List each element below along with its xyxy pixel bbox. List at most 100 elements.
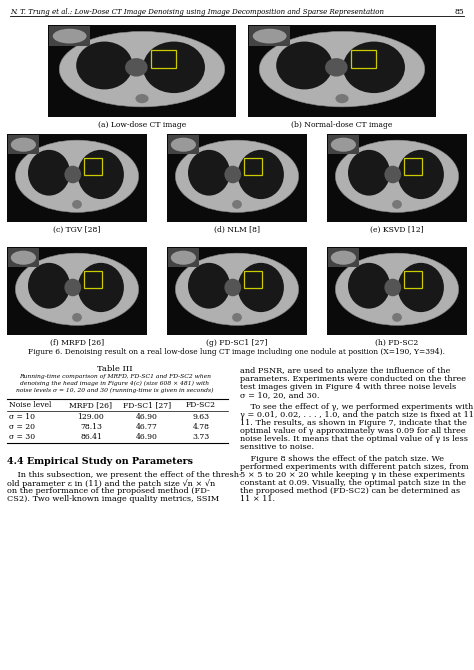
Ellipse shape	[392, 200, 402, 209]
Ellipse shape	[171, 137, 196, 151]
Ellipse shape	[72, 200, 82, 209]
Text: 11 × 11.: 11 × 11.	[240, 495, 275, 503]
Text: (b) Normal-dose CT image: (b) Normal-dose CT image	[292, 121, 392, 129]
Text: σ = 30: σ = 30	[9, 433, 35, 441]
Ellipse shape	[331, 137, 356, 151]
Bar	[84, 157, 102, 176]
Ellipse shape	[72, 313, 82, 322]
Ellipse shape	[171, 251, 196, 265]
Bar	[168, 248, 199, 267]
Bar	[404, 157, 422, 176]
Bar	[167, 134, 307, 222]
Text: (d) NLM [8]: (d) NLM [8]	[214, 226, 260, 234]
Text: 46.90: 46.90	[136, 413, 158, 421]
Text: 4.4 Empirical Study on Parameters: 4.4 Empirical Study on Parameters	[7, 457, 193, 466]
Bar	[248, 25, 436, 117]
Ellipse shape	[348, 150, 390, 196]
Bar	[327, 134, 467, 222]
Ellipse shape	[384, 165, 401, 184]
Ellipse shape	[15, 140, 138, 212]
Ellipse shape	[64, 165, 81, 184]
Ellipse shape	[28, 263, 70, 309]
Text: 11. The results, as shown in Figure 7, indicate that the: 11. The results, as shown in Figure 7, i…	[240, 419, 467, 427]
Ellipse shape	[392, 313, 402, 322]
Text: In this subsection, we present the effect of the thresh-: In this subsection, we present the effec…	[7, 471, 242, 479]
Ellipse shape	[336, 94, 348, 103]
Ellipse shape	[237, 263, 284, 312]
Ellipse shape	[11, 137, 36, 151]
Ellipse shape	[331, 251, 356, 265]
Text: 5 × 5 to 20 × 20 while keeping γ in these experiments: 5 × 5 to 20 × 20 while keeping γ in thes…	[240, 471, 465, 479]
Text: 85: 85	[454, 8, 464, 16]
Ellipse shape	[237, 150, 284, 199]
Text: Running-time comparison of MRFD, FD-SC1 and FD-SC2 when: Running-time comparison of MRFD, FD-SC1 …	[19, 374, 211, 379]
Text: 86.41: 86.41	[80, 433, 102, 441]
Ellipse shape	[398, 150, 444, 199]
Text: (h) FD-SC2: (h) FD-SC2	[375, 339, 419, 347]
Ellipse shape	[64, 279, 81, 296]
Text: on the performance of the proposed method (FD-: on the performance of the proposed metho…	[7, 487, 210, 495]
Text: 3.73: 3.73	[192, 433, 210, 441]
Text: 78.13: 78.13	[80, 423, 102, 431]
Bar	[84, 271, 102, 288]
Ellipse shape	[76, 42, 133, 89]
Bar	[8, 248, 39, 267]
Ellipse shape	[232, 200, 242, 209]
Ellipse shape	[188, 263, 230, 309]
Text: γ = 0.01, 0.02, . . . , 1.0, and the patch size is fixed at 11 ×: γ = 0.01, 0.02, . . . , 1.0, and the pat…	[240, 411, 474, 419]
Ellipse shape	[398, 263, 444, 312]
Text: 9.63: 9.63	[192, 413, 210, 421]
Ellipse shape	[11, 251, 36, 265]
Ellipse shape	[136, 94, 148, 103]
Ellipse shape	[259, 31, 425, 107]
Ellipse shape	[78, 263, 124, 312]
Ellipse shape	[15, 253, 138, 326]
Ellipse shape	[224, 165, 241, 184]
Bar	[49, 26, 91, 46]
Text: (e) KSVD [12]: (e) KSVD [12]	[370, 226, 424, 234]
Text: Table III: Table III	[97, 365, 133, 373]
Text: test images given in Figure 4 with three noise levels: test images given in Figure 4 with three…	[240, 383, 456, 391]
Text: To see the effect of γ, we performed experiments with: To see the effect of γ, we performed exp…	[240, 403, 473, 411]
Ellipse shape	[78, 150, 124, 199]
Ellipse shape	[325, 58, 347, 76]
Bar	[351, 50, 376, 68]
Bar	[167, 247, 307, 335]
Ellipse shape	[276, 42, 333, 89]
Bar	[8, 135, 39, 154]
Text: Figure 6. Denoising result on a real low-dose lung CT image including one nodule: Figure 6. Denoising result on a real low…	[28, 348, 446, 356]
Ellipse shape	[232, 313, 242, 322]
Text: N. T. Trung et al.: Low-Dose CT Image Denoising using Image Decomposition and Sp: N. T. Trung et al.: Low-Dose CT Image De…	[10, 8, 384, 16]
Ellipse shape	[28, 150, 70, 196]
Text: MRFD [26]: MRFD [26]	[70, 401, 112, 409]
Text: parameters. Experiments were conducted on the three: parameters. Experiments were conducted o…	[240, 375, 466, 383]
Text: 4.78: 4.78	[192, 423, 210, 431]
Text: optimal value of γ approximately was 0.09 for all three: optimal value of γ approximately was 0.0…	[240, 427, 465, 435]
Ellipse shape	[336, 253, 459, 326]
Bar	[244, 157, 262, 176]
Text: (a) Low-dose CT image: (a) Low-dose CT image	[98, 121, 186, 129]
Bar	[244, 271, 262, 288]
Text: FD-SC2: FD-SC2	[186, 401, 216, 409]
Text: CS2). Two well-known image quality metrics, SSIM: CS2). Two well-known image quality metri…	[7, 495, 219, 503]
Bar	[249, 26, 291, 46]
Bar	[151, 50, 176, 68]
Text: (c) TGV [28]: (c) TGV [28]	[53, 226, 100, 234]
Text: 46.77: 46.77	[136, 423, 158, 431]
Text: σ = 10, 20, and 30.: σ = 10, 20, and 30.	[240, 391, 319, 399]
Ellipse shape	[175, 140, 299, 212]
Bar	[328, 248, 359, 267]
Ellipse shape	[253, 29, 287, 44]
Text: FD-SC1 [27]: FD-SC1 [27]	[123, 401, 171, 409]
Text: (f) MRFD [26]: (f) MRFD [26]	[50, 339, 104, 347]
Ellipse shape	[188, 150, 230, 196]
Bar	[404, 271, 422, 288]
Text: 129.00: 129.00	[78, 413, 104, 421]
Ellipse shape	[125, 58, 147, 76]
Text: sensitive to noise.: sensitive to noise.	[240, 443, 314, 451]
Ellipse shape	[143, 42, 205, 93]
Text: noise levels. It means that the optimal value of γ is less: noise levels. It means that the optimal …	[240, 435, 468, 443]
Ellipse shape	[336, 140, 459, 212]
Ellipse shape	[224, 279, 241, 296]
Ellipse shape	[348, 263, 390, 309]
